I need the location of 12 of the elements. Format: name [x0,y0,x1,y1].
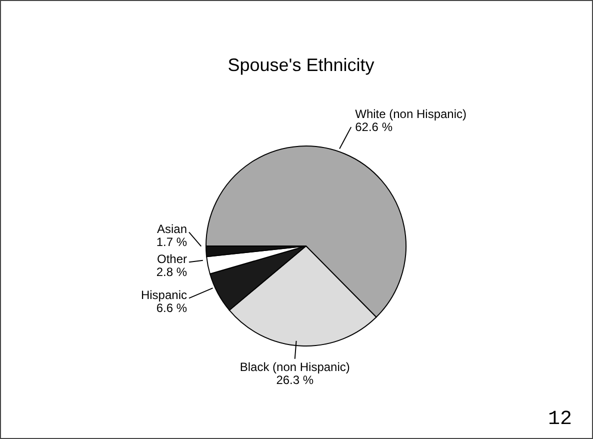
data-label: 6.6 % [156,301,188,316]
data-label: 1.7 % [156,235,188,250]
slice-label: Hispanic [140,288,187,302]
slice-label: Black (non Hispanic) [240,360,350,374]
slice-label: Asian [156,222,187,236]
slice-label: White (non Hispanic) [355,107,467,122]
data-label: 26.3 % [276,372,314,387]
slice-label: Other [156,252,187,266]
text: 12 [548,408,572,431]
chart-title: Spouse's Ethnicity [228,55,374,75]
data-label: 2.8 % [156,265,188,280]
data-label: 62.6 % [355,120,393,134]
